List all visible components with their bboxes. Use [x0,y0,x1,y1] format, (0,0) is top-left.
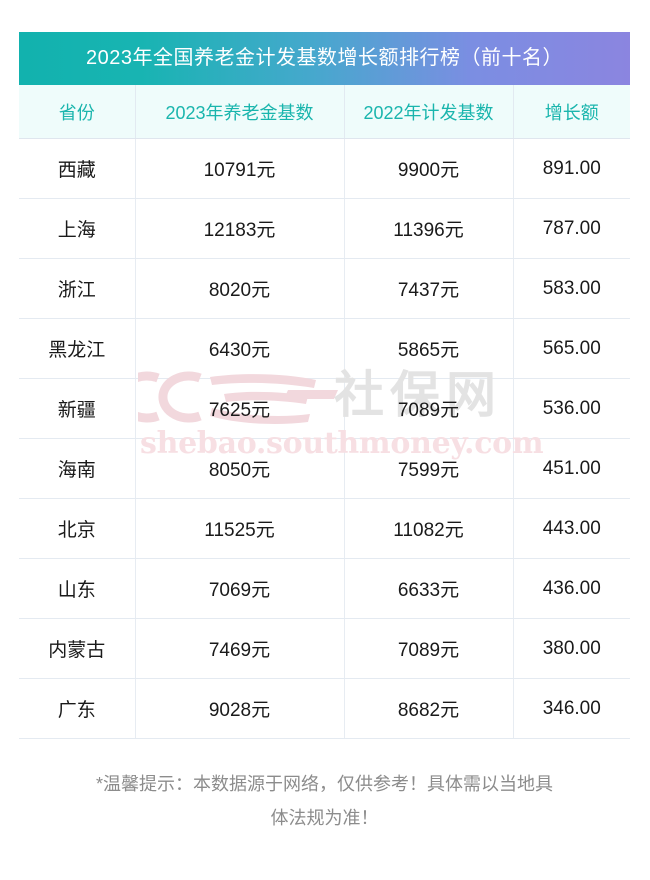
footer-note: *温馨提示：本数据源于网络，仅供参考！具体需以当地具 体法规为准！ [19,767,630,835]
cell-base_2022: 7599元 [344,438,514,499]
cell-province: 新疆 [19,378,136,439]
table-row: 内蒙古 7469元 7089元 380.00 [19,618,630,679]
cell-base_2023: 7069元 [135,558,345,619]
table-row: 广东 9028元 8682元 346.00 [19,678,630,739]
table-row: 山东 7069元 6633元 436.00 [19,558,630,619]
cell-base_2022: 9900元 [344,138,514,199]
cell-growth: 436.00 [513,558,630,619]
cell-province: 黑龙江 [19,318,136,379]
ranking-card: 2023年全国养老金计发基数增长额排行榜（前十名） 省份 2023年养老金基数 … [19,32,630,739]
table-row: 北京 11525元 11082元 443.00 [19,498,630,559]
cell-province: 广东 [19,678,136,739]
cell-base_2022: 7437元 [344,258,514,319]
footer-note-line1: *温馨提示：本数据源于网络，仅供参考！具体需以当地具 [95,774,553,794]
cell-base_2022: 6633元 [344,558,514,619]
cell-growth: 891.00 [513,138,630,199]
cell-base_2023: 9028元 [135,678,345,739]
table-body: 西藏 10791元 9900元 891.00 上海 12183元 11396元 787.00 浙… [19,138,630,739]
cell-province: 西藏 [19,138,136,199]
cell-growth: 583.00 [513,258,630,319]
cell-province: 海南 [19,438,136,499]
table-row: 上海 12183元 11396元 787.00 [19,198,630,259]
table-row: 西藏 10791元 9900元 891.00 [19,138,630,199]
column-header-growth: 增长额 [513,85,630,139]
table-row: 新疆 7625元 7089元 536.00 [19,378,630,439]
cell-base_2023: 7469元 [135,618,345,679]
cell-province: 北京 [19,498,136,559]
cell-base_2022: 7089元 [344,618,514,679]
cell-growth: 565.00 [513,318,630,379]
cell-growth: 536.00 [513,378,630,439]
cell-growth: 346.00 [513,678,630,739]
footer-note-line2: 体法规为准！ [270,808,379,828]
column-header-province: 省份 [19,85,136,139]
cell-base_2023: 6430元 [135,318,345,379]
cell-growth: 443.00 [513,498,630,559]
cell-base_2023: 11525元 [135,498,345,559]
cell-base_2022: 7089元 [344,378,514,439]
table-header: 省份 2023年养老金基数 2022年计发基数 增长额 [19,85,630,139]
cell-growth: 380.00 [513,618,630,679]
table-row: 海南 8050元 7599元 451.00 [19,438,630,499]
cell-base_2023: 7625元 [135,378,345,439]
cell-base_2023: 12183元 [135,198,345,259]
cell-base_2023: 8050元 [135,438,345,499]
cell-growth: 451.00 [513,438,630,499]
cell-base_2022: 11082元 [344,498,514,559]
cell-province: 浙江 [19,258,136,319]
cell-base_2022: 5865元 [344,318,514,379]
cell-growth: 787.00 [513,198,630,259]
cell-province: 山东 [19,558,136,619]
page-title: 2023年全国养老金计发基数增长额排行榜（前十名） [19,32,630,85]
table-row: 浙江 8020元 7437元 583.00 [19,258,630,319]
table-row: 黑龙江 6430元 5865元 565.00 [19,318,630,379]
cell-province: 上海 [19,198,136,259]
cell-base_2023: 10791元 [135,138,345,199]
cell-base_2022: 11396元 [344,198,514,259]
cell-province: 内蒙古 [19,618,136,679]
cell-base_2022: 8682元 [344,678,514,739]
column-header-base-2023: 2023年养老金基数 [135,85,345,139]
column-header-base-2022: 2022年计发基数 [344,85,514,139]
pension-table: 省份 2023年养老金基数 2022年计发基数 增长额 西藏 10791元 9900… [19,85,630,739]
cell-base_2023: 8020元 [135,258,345,319]
table-header-row: 省份 2023年养老金基数 2022年计发基数 增长额 [19,85,630,139]
